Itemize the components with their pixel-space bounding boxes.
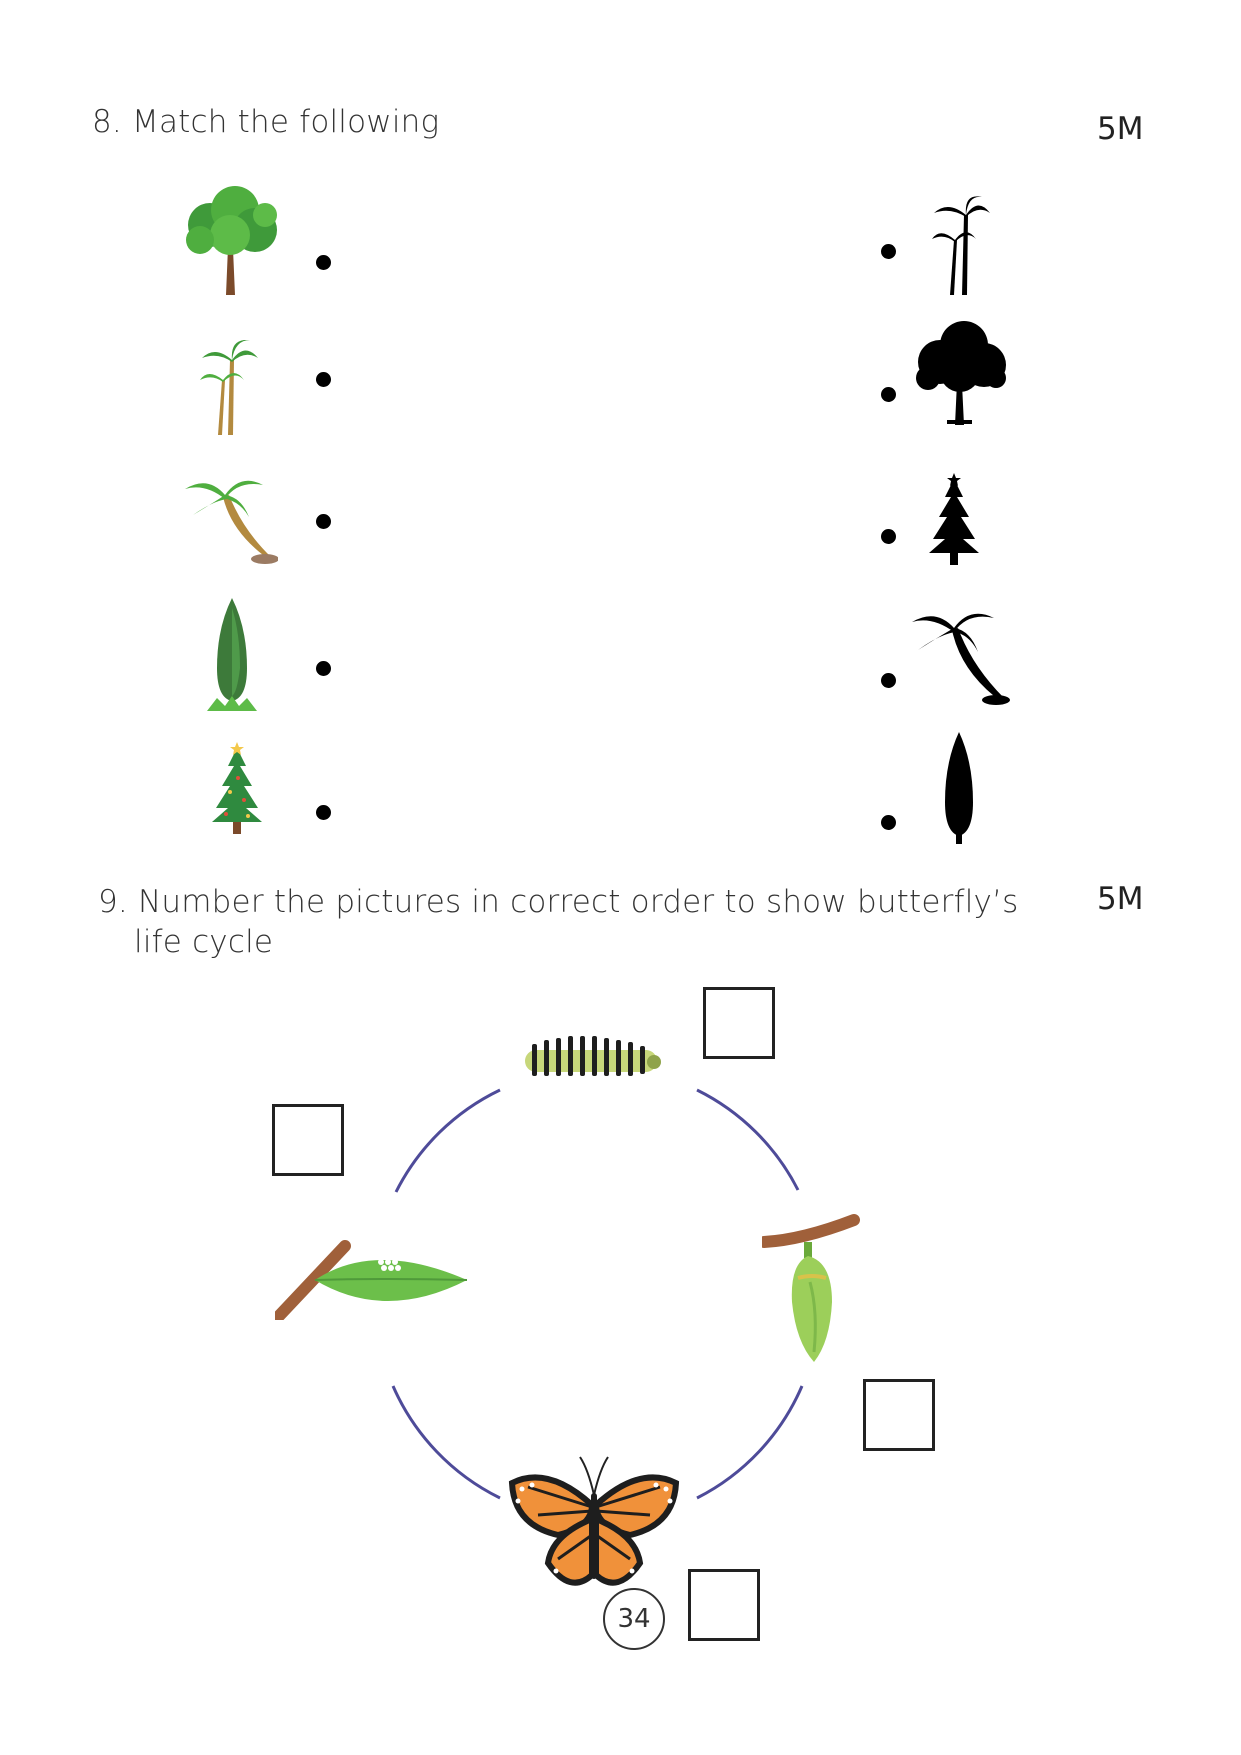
left-match-dot-5[interactable] [316, 805, 331, 820]
q9-marks: 5M [1097, 881, 1144, 917]
arc-bottom-right [696, 1385, 804, 1500]
q9-title-line2: life cycle [134, 924, 274, 960]
page-number: 34 [603, 1588, 665, 1650]
right-match-dot-2[interactable] [881, 387, 896, 402]
butterfly-order-box[interactable] [688, 1569, 760, 1641]
chrysalis-icon [762, 1214, 860, 1362]
left-match-dot-3[interactable] [316, 514, 331, 529]
q9-title-line1: 9. Number the pictures in correct order … [98, 884, 1019, 920]
right-match-dot-1[interactable] [881, 244, 896, 259]
cypress-tree-icon [207, 598, 257, 711]
palm-trees-icon [200, 340, 258, 435]
left-match-dot-1[interactable] [316, 255, 331, 270]
left-match-dot-2[interactable] [316, 372, 331, 387]
right-match-dot-5[interactable] [881, 815, 896, 830]
egg-order-box[interactable] [272, 1104, 344, 1176]
q8-marks: 5M [1097, 111, 1144, 147]
left-match-dot-4[interactable] [316, 661, 331, 676]
leaning-coconut-tree-icon [185, 480, 278, 564]
chrysalis-order-box[interactable] [863, 1379, 935, 1451]
cypress-tree-silhouette-icon [945, 732, 973, 844]
palm-trees-silhouette-icon [932, 196, 990, 295]
broadleaf-tree-silhouette-icon [916, 321, 1006, 425]
broadleaf-tree-icon [186, 186, 277, 295]
butterfly-icon [508, 1456, 680, 1586]
caterpillar-order-box[interactable] [703, 987, 775, 1059]
christmas-tree-icon [212, 742, 262, 834]
caterpillar-icon [525, 1036, 661, 1076]
right-match-dot-3[interactable] [881, 529, 896, 544]
q8-title: 8. Match the following [92, 104, 440, 140]
arc-top-right [696, 1088, 800, 1191]
leaning-coconut-tree-silhouette-icon [912, 613, 1010, 705]
right-match-dot-4[interactable] [881, 673, 896, 688]
arc-top-left [394, 1088, 501, 1193]
egg-on-leaf-icon [275, 1240, 468, 1320]
arc-bottom-left [391, 1385, 501, 1500]
christmas-tree-silhouette-icon [929, 473, 979, 565]
